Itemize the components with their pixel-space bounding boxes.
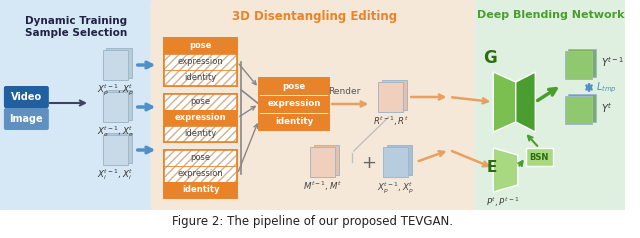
Text: Video: Video <box>11 92 42 102</box>
Text: expression: expression <box>178 58 223 66</box>
Bar <box>564 51 592 79</box>
Text: $M^{t-1}, M^t$: $M^{t-1}, M^t$ <box>303 180 342 193</box>
Bar <box>164 150 237 166</box>
Bar <box>164 70 237 86</box>
Text: $X_p^{t-1}, X_p^t$: $X_p^{t-1}, X_p^t$ <box>377 180 414 195</box>
Text: BSN: BSN <box>529 153 549 162</box>
Text: expression: expression <box>268 99 321 109</box>
Text: pose: pose <box>191 98 211 106</box>
Text: $X_i^{t-1}, X_i^t$: $X_i^{t-1}, X_i^t$ <box>97 167 134 182</box>
Bar <box>164 110 237 126</box>
Bar <box>106 48 132 78</box>
FancyBboxPatch shape <box>4 86 49 108</box>
Bar <box>564 96 592 124</box>
Text: +: + <box>361 154 376 172</box>
Bar <box>164 94 237 110</box>
Text: Dynamic Training
Sample Selection: Dynamic Training Sample Selection <box>25 16 127 38</box>
Text: pose: pose <box>191 154 211 163</box>
Bar <box>164 38 237 54</box>
Bar <box>164 38 237 86</box>
Bar <box>164 94 237 142</box>
Text: $Y^t$: $Y^t$ <box>601 101 612 115</box>
FancyBboxPatch shape <box>475 0 627 210</box>
Text: $R^{t-1}, R^t$: $R^{t-1}, R^t$ <box>372 115 409 128</box>
Text: Figure 2: The pipeline of our proposed TEVGAN.: Figure 2: The pipeline of our proposed T… <box>172 215 453 228</box>
Bar <box>387 145 412 175</box>
Bar <box>164 150 237 198</box>
Bar <box>164 38 237 86</box>
Bar <box>568 49 596 77</box>
FancyBboxPatch shape <box>0 0 154 210</box>
Bar <box>259 78 329 95</box>
Text: Image: Image <box>10 114 43 124</box>
Text: G: G <box>483 49 497 67</box>
Bar <box>259 78 329 130</box>
Bar <box>164 70 237 86</box>
Bar <box>164 166 237 182</box>
Bar <box>314 145 339 175</box>
Bar <box>164 182 237 198</box>
Text: identity: identity <box>184 129 217 139</box>
Text: Deep Blending Network: Deep Blending Network <box>477 10 625 20</box>
Bar <box>164 150 237 198</box>
Bar <box>164 126 237 142</box>
Text: pose: pose <box>189 41 212 50</box>
Text: E: E <box>486 160 497 175</box>
Bar <box>106 90 132 120</box>
Bar <box>106 133 132 163</box>
Text: $L_{tmp}$: $L_{tmp}$ <box>596 81 616 95</box>
Text: Render: Render <box>328 88 360 96</box>
Bar <box>102 92 128 122</box>
Text: expression: expression <box>178 169 223 178</box>
Text: $X_p^{t-1}, X_p^t$: $X_p^{t-1}, X_p^t$ <box>97 82 134 98</box>
Bar <box>164 94 237 142</box>
Polygon shape <box>516 72 535 132</box>
Bar <box>383 147 408 177</box>
Text: $X_e^{t-1}, X_e^t$: $X_e^{t-1}, X_e^t$ <box>97 124 134 139</box>
Bar <box>259 95 329 113</box>
Text: pose: pose <box>282 82 306 91</box>
Bar <box>310 147 335 177</box>
Text: 3D Disentangling Editing: 3D Disentangling Editing <box>232 10 397 23</box>
Text: $Y^{t-1}$: $Y^{t-1}$ <box>601 55 624 69</box>
Bar <box>164 54 237 70</box>
Polygon shape <box>493 148 518 192</box>
Text: expression: expression <box>175 114 227 123</box>
Bar <box>164 94 237 110</box>
Polygon shape <box>493 72 516 132</box>
Bar <box>164 126 237 142</box>
Bar <box>102 135 128 165</box>
Text: identity: identity <box>275 117 313 126</box>
Bar <box>382 80 407 110</box>
Bar <box>259 113 329 130</box>
FancyBboxPatch shape <box>150 0 479 210</box>
Bar <box>378 82 403 112</box>
Bar <box>164 166 237 182</box>
Bar <box>164 150 237 166</box>
Bar <box>568 94 596 122</box>
Bar <box>525 148 553 166</box>
FancyBboxPatch shape <box>4 108 49 130</box>
Bar <box>259 78 329 130</box>
Bar <box>102 50 128 80</box>
Text: $P^t, P^{t-1}$: $P^t, P^{t-1}$ <box>486 196 520 209</box>
Text: identity: identity <box>182 185 220 194</box>
Bar <box>164 54 237 70</box>
Text: identity: identity <box>184 74 217 83</box>
